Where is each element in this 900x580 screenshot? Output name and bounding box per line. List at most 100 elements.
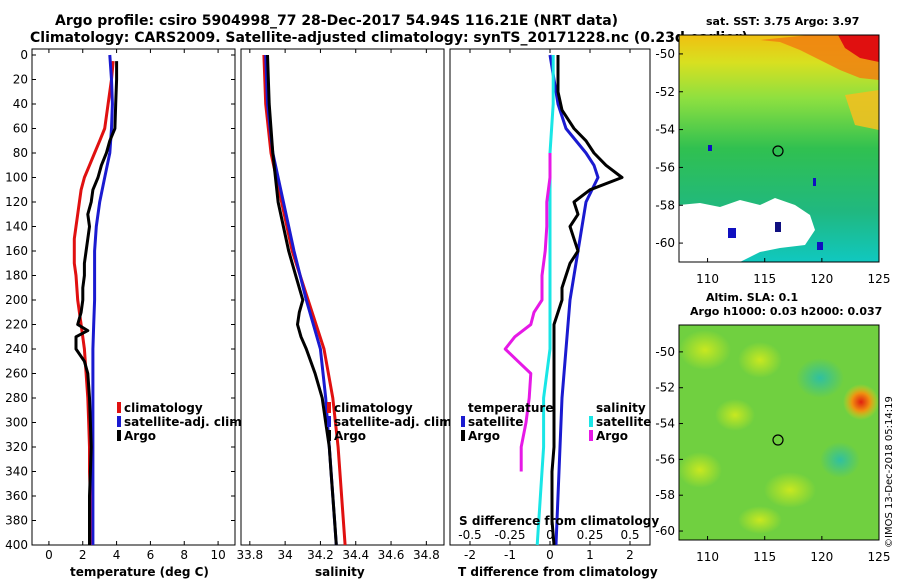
legend-swatch-satellite xyxy=(327,416,331,427)
x-tick-label: 8 xyxy=(180,548,188,562)
x-tick-label: 0 xyxy=(546,548,554,562)
legend-swatch-salinity-argo xyxy=(589,430,593,441)
s-difference-xlabel: S difference from climatology xyxy=(459,514,659,528)
depth-tick-label: 300 xyxy=(5,416,28,430)
difference-series xyxy=(503,54,624,546)
sst-argo-marker xyxy=(772,145,784,157)
x-tick-label: 10 xyxy=(210,548,225,562)
sla-argo-marker xyxy=(772,434,784,446)
s-difference-tick-label: 0 xyxy=(546,528,554,542)
sst-masked-cell xyxy=(775,222,781,232)
series-line-satellite xyxy=(548,54,600,546)
temperature-x-axis: 0 2 4 6 8 10 xyxy=(45,49,226,562)
s-difference-tick-label: 0.25 xyxy=(577,528,604,542)
map-x-tick-label: 125 xyxy=(868,272,891,286)
legend-swatch-temperature-argo xyxy=(461,430,465,441)
x-tick-label: 33.8 xyxy=(236,548,263,562)
map-y-tick-label: -56 xyxy=(655,452,675,466)
header-line1: Argo profile: csiro 5904998_77 28-Dec-20… xyxy=(55,13,618,29)
map-x-tick-label: 110 xyxy=(696,272,719,286)
sst-map-axes: 110 115 120 125 -50 -52 -54 -56 -58 -60 xyxy=(655,47,890,286)
legend-salinity-argo: Argo xyxy=(596,429,628,443)
sla-map-frame xyxy=(678,324,880,541)
s-difference-tick-label: -0.5 xyxy=(458,528,481,542)
depth-tick-label: 180 xyxy=(5,269,28,283)
depth-tick-label: 220 xyxy=(5,318,28,332)
x-tick-label: 1 xyxy=(586,548,594,562)
map-x-tick-label: 115 xyxy=(753,550,776,564)
sst-map-title: sat. SST: 3.75 Argo: 3.97 xyxy=(706,15,859,28)
legend-temperature-title: temperature xyxy=(468,401,553,415)
sla-blob xyxy=(679,330,731,370)
sst-masked-cell xyxy=(708,145,712,151)
legend-swatch-climatology xyxy=(117,402,121,413)
map-y-tick-label: -50 xyxy=(655,345,675,359)
map-x-tick-label: 120 xyxy=(810,272,833,286)
sla-map-title-1: Altim. SLA: 0.1 xyxy=(706,291,798,304)
salinity-series xyxy=(262,54,347,546)
depth-tick-label: 280 xyxy=(5,391,28,405)
depth-tick-label: 380 xyxy=(5,514,28,528)
salinity-plot-frame xyxy=(240,48,445,546)
map-y-tick-label: -58 xyxy=(655,488,675,502)
legend-swatch-argo xyxy=(327,430,331,441)
map-x-tick-label: 110 xyxy=(696,550,719,564)
depth-tick-label: 340 xyxy=(5,465,28,479)
map-y-tick-label: -54 xyxy=(655,417,675,431)
sst-land-mask xyxy=(679,198,815,262)
map-y-tick-label: -54 xyxy=(655,123,675,137)
depth-tick-label: 100 xyxy=(5,171,28,185)
header-line2: Climatology: CARS2009. Satellite-adjuste… xyxy=(30,30,748,46)
legend-temperature-argo: Argo xyxy=(468,429,500,443)
temperature-series xyxy=(72,54,119,545)
depth-tick-label: 20 xyxy=(13,73,28,87)
depth-tick-label: 140 xyxy=(5,220,28,234)
x-tick-label: 2 xyxy=(626,548,634,562)
difference-panel: -2 -1 0 1 2 T difference from climatology S … xyxy=(449,48,659,579)
legend-swatch-temperature-satellite xyxy=(461,416,465,427)
depth-tick-label: 160 xyxy=(5,244,28,258)
s-difference-tick-label: -0.25 xyxy=(494,528,525,542)
series-line-sat_salinity xyxy=(535,55,555,546)
sst-map-frame xyxy=(678,34,880,263)
map-y-tick-label: -60 xyxy=(655,236,675,250)
legend-salinity-satellite: satellite xyxy=(596,415,651,429)
x-tick-label: 34 xyxy=(277,548,292,562)
depth-tick-label: 200 xyxy=(5,293,28,307)
x-tick-label: 4 xyxy=(113,548,121,562)
map-x-tick-label: 120 xyxy=(810,550,833,564)
salinity-legend: climatology satellite-adj. clim. Argo xyxy=(327,401,456,443)
temperature-panel: 0204060801001201401601802002202402602803… xyxy=(5,48,650,579)
map-y-tick-label: -50 xyxy=(655,47,675,61)
series-line-argo_salinity xyxy=(503,153,552,472)
x-tick-label: 34.8 xyxy=(413,548,440,562)
legend-swatch-salinity-satellite xyxy=(589,416,593,427)
watermark: ©IMOS 13-Dec-2018 05:14:19 xyxy=(884,396,895,548)
sla-hotspot xyxy=(843,384,879,420)
map-y-tick-label: -60 xyxy=(655,524,675,538)
x-tick-label: 34.2 xyxy=(307,548,334,562)
legend-salinity-title: salinity xyxy=(596,401,646,415)
sla-blob xyxy=(738,342,782,378)
x-tick-label: -2 xyxy=(464,548,476,562)
series-line-climatology xyxy=(72,60,115,545)
series-line-climatology xyxy=(262,54,347,546)
series-line-argo xyxy=(266,54,338,546)
s-difference-tick-label: 0.5 xyxy=(620,528,639,542)
depth-tick-label: 40 xyxy=(13,97,28,111)
map-x-tick-label: 115 xyxy=(753,272,776,286)
legend-climatology: climatology xyxy=(334,401,413,415)
x-tick-label: -1 xyxy=(504,548,516,562)
depth-tick-label: 360 xyxy=(5,489,28,503)
sst-east-warm xyxy=(845,90,879,130)
sla-blob xyxy=(820,442,860,478)
depth-tick-label: 240 xyxy=(5,342,28,356)
depth-tick-label: 0 xyxy=(20,48,28,62)
x-tick-label: 2 xyxy=(79,548,87,562)
legend-swatch-satellite xyxy=(117,416,121,427)
temperature-xlabel: temperature (deg C) xyxy=(70,565,209,579)
t-difference-xlabel: T difference from climatology xyxy=(458,565,658,579)
sla-blob xyxy=(715,399,755,431)
sla-blob xyxy=(738,506,782,534)
